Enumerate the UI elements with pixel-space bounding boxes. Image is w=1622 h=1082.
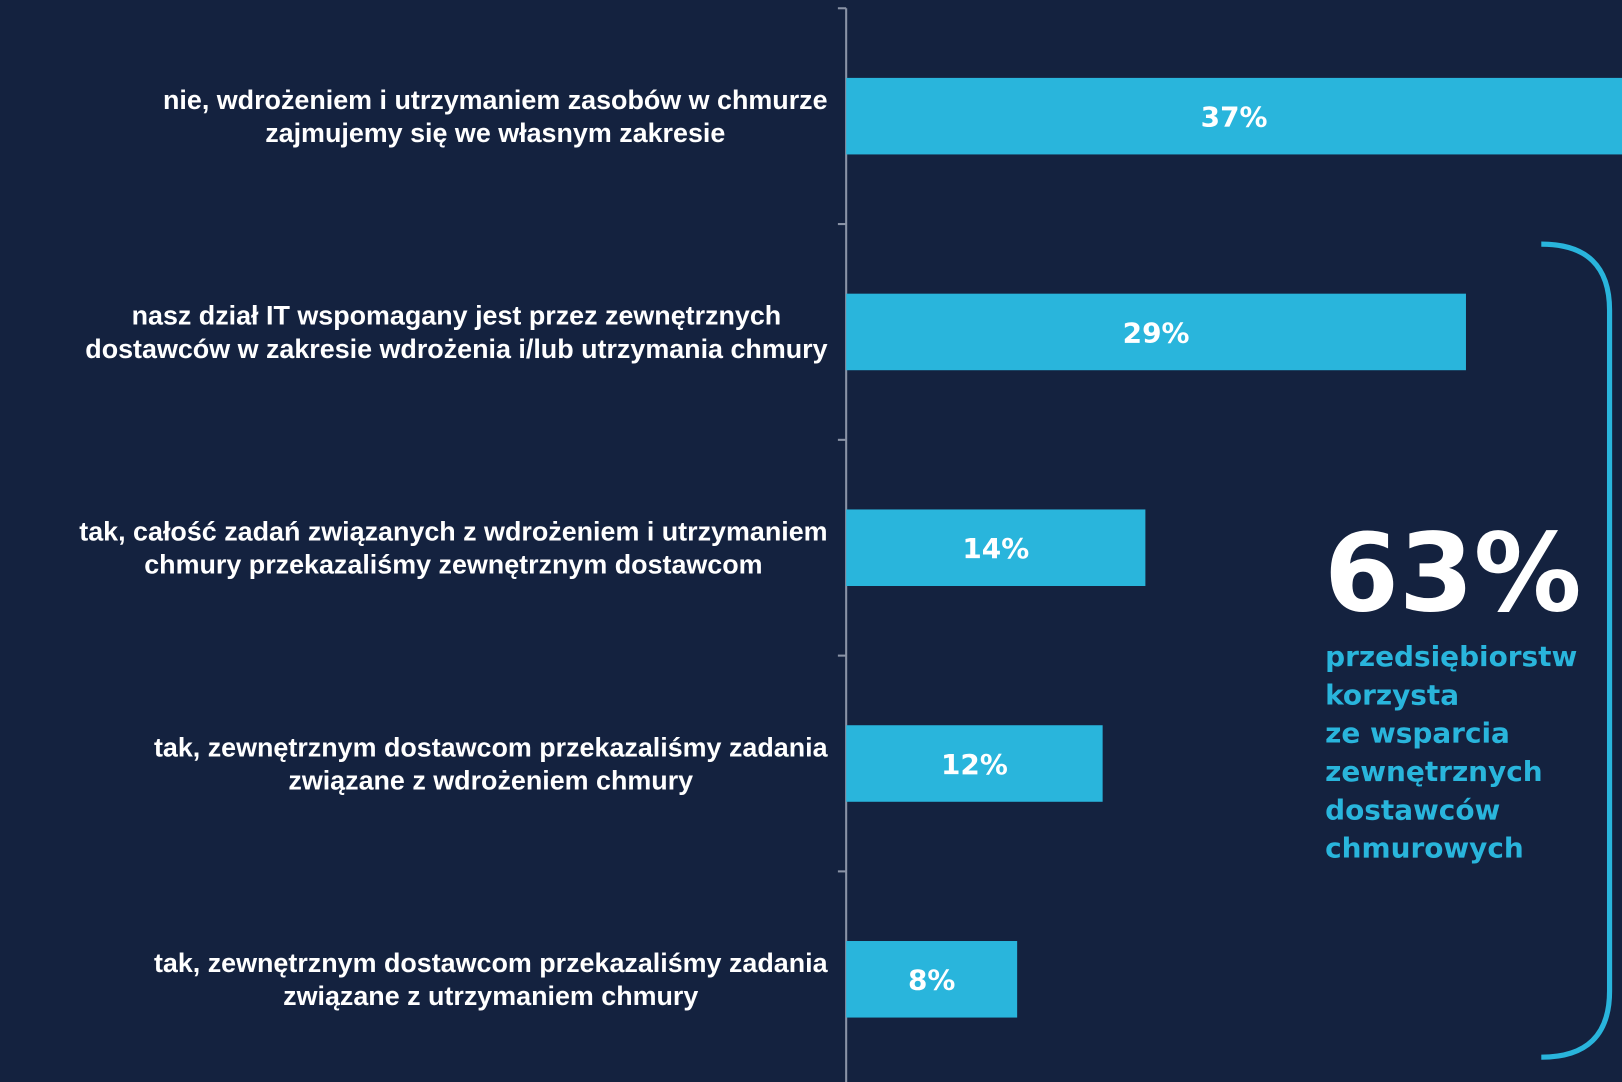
brace xyxy=(1541,241,1613,1060)
value-label: 14% xyxy=(962,532,1029,565)
bar xyxy=(846,293,1466,371)
category-line: zajmujemy się we własnym zakresie xyxy=(265,118,725,148)
category-label: tak, całość zadań związanych z wdrożenie… xyxy=(79,516,827,579)
category-label: tak, zewnętrznym dostawcom przekazaliśmy… xyxy=(154,948,829,1011)
category-label: nie, wdrożeniem i utrzymaniem zasobów w … xyxy=(163,85,828,148)
category-line: tak, zewnętrznym dostawcom przekazaliśmy… xyxy=(154,948,829,978)
callout-text: ze wsparcia xyxy=(1325,717,1510,750)
category-line: związane z utrzymaniem chmury xyxy=(283,981,698,1011)
value-label: 12% xyxy=(941,748,1008,781)
callout-value: 63% xyxy=(1324,511,1581,636)
callout-text: zewnętrznych xyxy=(1325,755,1543,788)
category-line: dostawców w zakresie wdrożenia i/lub utr… xyxy=(85,334,827,364)
bar xyxy=(846,509,1146,586)
category-line: nasz dział IT wspomagany jest przez zewn… xyxy=(132,301,782,331)
bar xyxy=(846,725,1103,802)
category-line: związane z wdrożeniem chmury xyxy=(288,765,693,795)
category-line: tak, całość zadań związanych z wdrożenie… xyxy=(79,516,827,546)
callout-text: dostawców xyxy=(1325,793,1500,826)
value-label: 37% xyxy=(1201,101,1268,134)
callout-text: przedsiębiorstw xyxy=(1325,640,1577,673)
category-label: tak, zewnętrznym dostawcom przekazaliśmy… xyxy=(154,732,829,795)
callout-text: korzysta xyxy=(1325,678,1459,711)
category-line: tak, zewnętrznym dostawcom przekazaliśmy… xyxy=(154,732,829,762)
bar xyxy=(846,77,1622,155)
category-line: chmury przekazaliśmy zewnętrznym dostawc… xyxy=(144,550,762,580)
value-label: 29% xyxy=(1123,316,1190,349)
bar xyxy=(846,941,1018,1018)
category-label: nasz dział IT wspomagany jest przez zewn… xyxy=(85,301,827,364)
value-label: 8% xyxy=(908,964,955,997)
category-line: nie, wdrożeniem i utrzymaniem zasobów w … xyxy=(163,85,828,115)
callout-text: chmurowych xyxy=(1325,832,1524,865)
